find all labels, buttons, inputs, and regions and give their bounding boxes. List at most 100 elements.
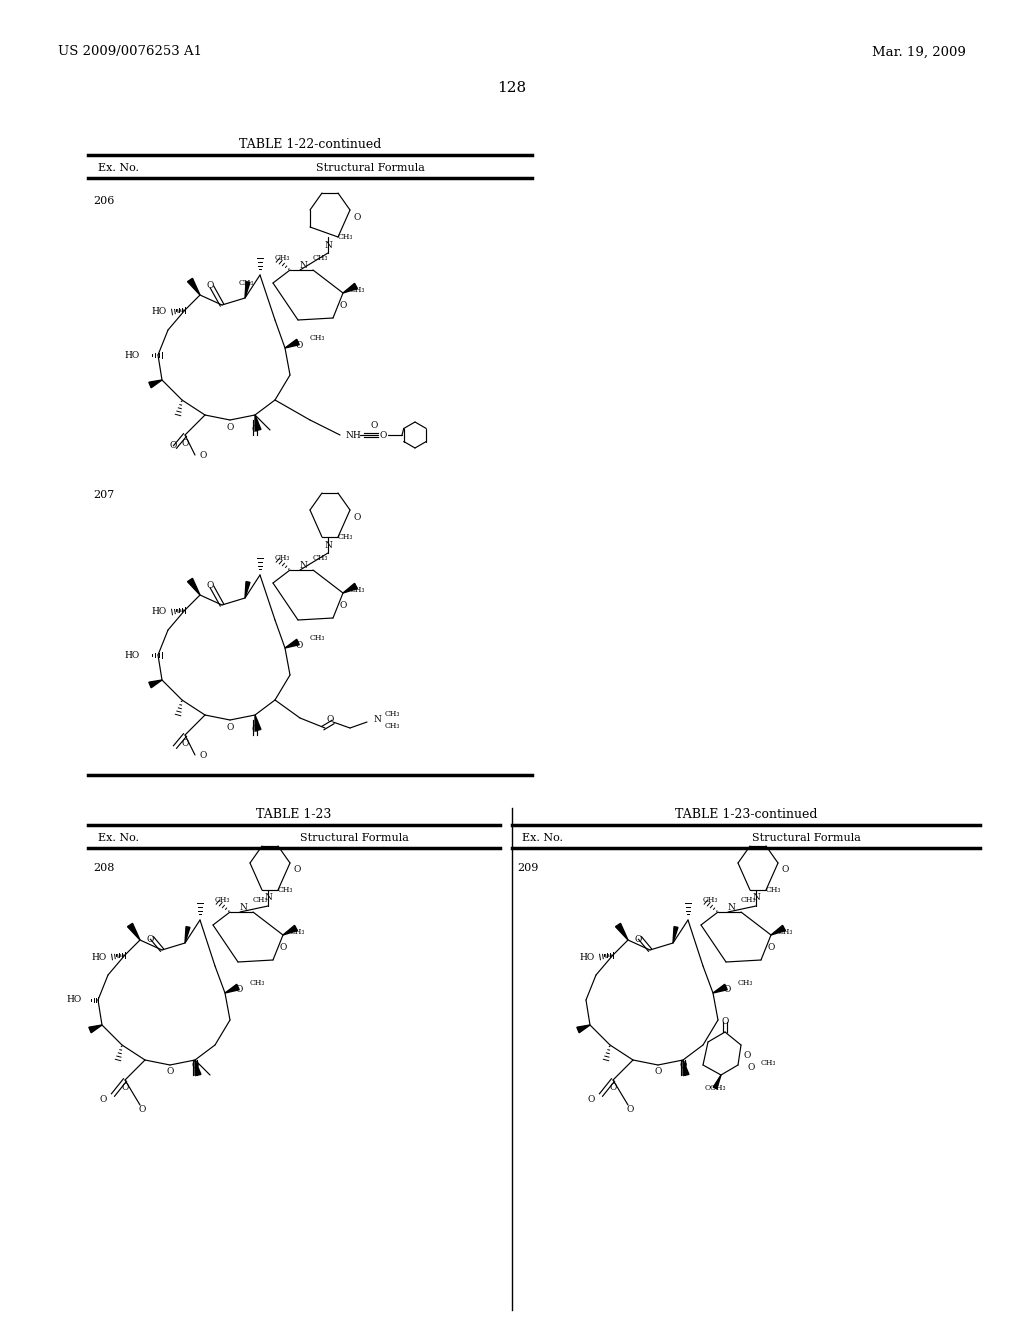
- Text: N: N: [299, 260, 307, 269]
- Text: HO: HO: [152, 607, 167, 616]
- Text: CH₃: CH₃: [310, 334, 326, 342]
- Text: Structural Formula: Structural Formula: [300, 833, 409, 843]
- Polygon shape: [187, 578, 200, 595]
- Text: HO: HO: [580, 953, 595, 961]
- Text: N: N: [239, 903, 247, 912]
- Polygon shape: [713, 985, 727, 993]
- Text: N: N: [264, 894, 272, 903]
- Text: O: O: [371, 421, 378, 429]
- Text: O: O: [679, 1060, 687, 1069]
- Text: O: O: [295, 341, 302, 350]
- Polygon shape: [225, 985, 240, 993]
- Text: 209: 209: [517, 863, 539, 873]
- Text: O: O: [340, 602, 347, 610]
- Text: O: O: [226, 723, 233, 733]
- Polygon shape: [128, 923, 140, 940]
- Text: CH₃: CH₃: [702, 896, 718, 904]
- Text: O: O: [226, 424, 233, 433]
- Text: TABLE 1-23: TABLE 1-23: [256, 808, 332, 821]
- Text: O: O: [354, 512, 361, 521]
- Text: CH₃: CH₃: [290, 928, 305, 936]
- Text: HO: HO: [67, 995, 82, 1005]
- Text: O: O: [327, 715, 334, 725]
- Polygon shape: [148, 380, 162, 388]
- Text: CH₃: CH₃: [274, 253, 290, 261]
- Text: CH₃: CH₃: [350, 286, 366, 294]
- Text: O: O: [609, 1084, 616, 1093]
- Text: O: O: [723, 986, 730, 994]
- Text: O: O: [206, 281, 214, 289]
- Text: CH₃: CH₃: [250, 979, 265, 987]
- Text: US 2009/0076253 A1: US 2009/0076253 A1: [58, 45, 202, 58]
- Text: O: O: [191, 1060, 199, 1069]
- Polygon shape: [187, 279, 200, 294]
- Text: 206: 206: [93, 195, 115, 206]
- Text: 128: 128: [498, 81, 526, 95]
- Text: O: O: [634, 936, 642, 945]
- Text: O: O: [166, 1068, 174, 1077]
- Text: CH₃: CH₃: [253, 896, 268, 904]
- Text: O: O: [380, 430, 387, 440]
- Text: HO: HO: [152, 308, 167, 317]
- Polygon shape: [285, 339, 299, 348]
- Text: 207: 207: [93, 490, 115, 500]
- Text: Ex. No.: Ex. No.: [98, 162, 139, 173]
- Text: O: O: [251, 425, 259, 434]
- Text: Ex. No.: Ex. No.: [98, 833, 139, 843]
- Polygon shape: [89, 1026, 102, 1032]
- Text: 208: 208: [93, 863, 115, 873]
- Text: N: N: [299, 561, 307, 569]
- Polygon shape: [245, 281, 250, 298]
- Polygon shape: [673, 927, 678, 942]
- Text: HO: HO: [125, 351, 140, 359]
- Text: O: O: [234, 986, 243, 994]
- Text: O: O: [294, 866, 301, 874]
- Text: CH₃: CH₃: [338, 533, 353, 541]
- Polygon shape: [148, 680, 162, 688]
- Text: CH₃: CH₃: [313, 554, 329, 562]
- Text: O: O: [170, 441, 177, 450]
- Text: O: O: [121, 1084, 129, 1093]
- Text: Structural Formula: Structural Formula: [315, 162, 424, 173]
- Polygon shape: [615, 923, 628, 940]
- Text: O: O: [627, 1106, 634, 1114]
- Text: CH₃: CH₃: [778, 928, 794, 936]
- Text: CH₃: CH₃: [215, 896, 230, 904]
- Text: CH₃: CH₃: [239, 279, 254, 286]
- Text: O: O: [251, 726, 259, 734]
- Polygon shape: [255, 715, 261, 730]
- Polygon shape: [683, 1060, 689, 1076]
- Text: N: N: [373, 715, 381, 725]
- Text: N: N: [324, 540, 332, 549]
- Text: CH₃: CH₃: [385, 710, 400, 718]
- Text: CH₃: CH₃: [766, 886, 781, 894]
- Text: O: O: [206, 581, 214, 590]
- Text: O: O: [181, 738, 188, 747]
- Polygon shape: [185, 927, 190, 942]
- Polygon shape: [283, 925, 297, 935]
- Text: HO: HO: [125, 651, 140, 660]
- Polygon shape: [771, 925, 785, 935]
- Text: CH₃: CH₃: [274, 554, 290, 562]
- Text: O: O: [99, 1096, 106, 1105]
- Polygon shape: [245, 582, 250, 598]
- Polygon shape: [285, 639, 299, 648]
- Text: OCH₃: OCH₃: [705, 1084, 726, 1092]
- Text: O: O: [138, 1106, 145, 1114]
- Text: O: O: [354, 213, 361, 222]
- Text: Structural Formula: Structural Formula: [752, 833, 860, 843]
- Text: CH₃: CH₃: [761, 1059, 776, 1067]
- Text: CH₃: CH₃: [738, 979, 754, 987]
- Text: O: O: [181, 438, 188, 447]
- Text: O: O: [782, 866, 790, 874]
- Text: O: O: [280, 944, 288, 953]
- Text: O: O: [146, 936, 154, 945]
- Polygon shape: [255, 414, 261, 430]
- Text: CH₃: CH₃: [741, 896, 757, 904]
- Polygon shape: [577, 1026, 590, 1032]
- Polygon shape: [343, 583, 357, 593]
- Text: Ex. No.: Ex. No.: [522, 833, 563, 843]
- Text: NH: NH: [345, 430, 360, 440]
- Text: TABLE 1-22-continued: TABLE 1-22-continued: [239, 139, 381, 152]
- Text: O: O: [748, 1064, 756, 1072]
